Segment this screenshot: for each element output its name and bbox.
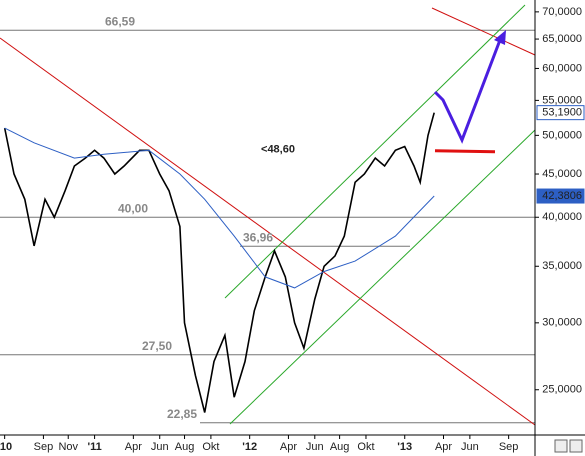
x-tick-label: Nov xyxy=(58,441,78,453)
x-tick-label: '13 xyxy=(397,441,412,453)
x-tick-label: Sep xyxy=(34,441,54,453)
channel-upper xyxy=(224,4,526,299)
series-line xyxy=(3,112,435,413)
x-tick-label: Okt xyxy=(202,441,219,453)
x-tick-label: '10 xyxy=(0,441,12,453)
y-tick-label: 50,0000 xyxy=(542,129,582,141)
plot-area xyxy=(0,29,535,424)
x-tick-label: Jun xyxy=(461,441,479,453)
target-label: <48,60 xyxy=(261,144,295,156)
last-value-box xyxy=(536,105,585,121)
forecast-arrow xyxy=(433,39,502,144)
y-tick-label: 35,0000 xyxy=(542,260,582,272)
last-value-label: 42,3806 xyxy=(542,190,582,202)
x-tick-label: Apr xyxy=(280,441,297,453)
last-value-label: 53,1900 xyxy=(542,107,582,119)
x-tick-label: Apr xyxy=(125,441,142,453)
x-tick-label: '12 xyxy=(242,441,257,453)
resistance-line xyxy=(431,7,536,56)
x-tick-label: Aug xyxy=(330,441,350,453)
x-tick-label: Apr xyxy=(435,441,452,453)
nav-icon[interactable] xyxy=(554,439,568,453)
x-tick-label: Jun xyxy=(306,441,324,453)
y-tick-label: 40,0000 xyxy=(542,211,582,223)
x-tick-label: '11 xyxy=(87,441,101,453)
level-label: 22,85 xyxy=(167,407,197,421)
nav-icon[interactable] xyxy=(569,439,583,453)
level-label: 27,50 xyxy=(142,339,172,353)
y-tick-label: 65,0000 xyxy=(542,33,582,45)
x-tick-label: Jun xyxy=(151,441,169,453)
y-tick-label: 55,0000 xyxy=(542,94,582,106)
target-line xyxy=(434,149,496,154)
x-tick-label: Sep xyxy=(499,441,519,453)
level-label: 40,00 xyxy=(118,201,148,215)
y-tick-label: 30,0000 xyxy=(542,317,582,329)
last-value-box xyxy=(536,188,585,204)
x-tick-label: Aug xyxy=(175,441,195,453)
level-label: 66,59 xyxy=(105,14,135,28)
y-tick-label: 60,0000 xyxy=(542,62,582,74)
level-label: 36,96 xyxy=(243,230,273,244)
y-tick-label: 70,0000 xyxy=(542,6,582,18)
y-tick-label: 45,0000 xyxy=(542,168,582,180)
y-tick-label: 25,0000 xyxy=(542,384,582,396)
downtrend-line xyxy=(0,37,536,426)
series-line xyxy=(4,127,435,289)
arrow-head xyxy=(494,30,506,45)
x-tick-label: Okt xyxy=(357,441,374,453)
channel-lower xyxy=(229,129,536,425)
